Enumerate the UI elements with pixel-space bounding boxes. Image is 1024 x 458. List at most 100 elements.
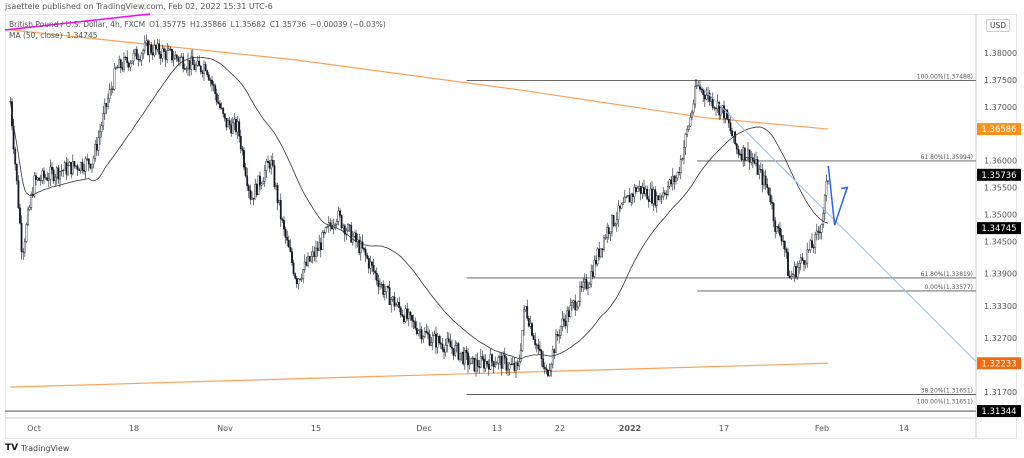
candle-body <box>151 52 154 56</box>
ma-indicator-name[interactable]: MA (50, close) <box>9 31 63 40</box>
candle <box>81 158 84 174</box>
candle-body <box>484 361 487 369</box>
candle-body <box>631 193 634 198</box>
candle <box>726 109 729 121</box>
high-value: H1.35866 <box>190 20 227 29</box>
candle <box>475 353 477 377</box>
candle-body <box>204 64 207 71</box>
fib-level-label: 100.00%(1.37488) <box>917 74 973 81</box>
candle-body <box>439 342 442 345</box>
candle <box>444 338 447 357</box>
candle <box>491 353 493 367</box>
candle-body <box>702 89 705 96</box>
candle-body <box>660 196 663 198</box>
candle-body <box>715 107 717 109</box>
candle-body <box>255 183 258 196</box>
candle-body <box>219 103 221 109</box>
candle <box>671 168 674 191</box>
candle-body <box>246 175 249 187</box>
candle <box>380 282 383 289</box>
candle-body <box>657 195 660 200</box>
candle <box>747 142 749 161</box>
candle <box>310 251 313 263</box>
candle-body <box>185 68 188 70</box>
candle-body <box>607 227 610 234</box>
candle <box>734 130 737 146</box>
candle-body <box>655 195 658 206</box>
currency-button[interactable]: USD <box>986 19 1011 32</box>
candle-body <box>819 232 821 234</box>
candle-body <box>67 165 69 175</box>
candle <box>393 291 396 311</box>
candle-body <box>548 370 551 376</box>
candle-body <box>823 195 826 214</box>
candle <box>603 234 605 252</box>
candle-body <box>620 203 623 209</box>
candle <box>412 314 415 330</box>
candle <box>188 60 191 77</box>
candle <box>751 152 754 169</box>
candle <box>478 359 481 374</box>
candle-body <box>275 185 277 188</box>
candle-body <box>495 362 498 365</box>
candle <box>529 315 532 329</box>
candle-body <box>207 74 210 81</box>
candle <box>443 347 445 360</box>
candle-body <box>423 331 426 337</box>
candle <box>105 102 108 115</box>
candle-body <box>84 158 87 172</box>
candle <box>361 234 364 250</box>
candle-body <box>415 328 418 334</box>
candle-body <box>633 187 636 198</box>
price-label: 1.35736 <box>981 171 1016 181</box>
candle <box>646 185 649 200</box>
candle <box>273 159 276 190</box>
candle <box>803 259 805 272</box>
candle <box>252 197 255 206</box>
candle-body <box>177 57 180 62</box>
candle <box>185 66 188 73</box>
candle <box>175 53 178 62</box>
candle <box>497 355 500 370</box>
candle-body <box>180 56 183 58</box>
candle-body <box>603 237 605 251</box>
candle-body <box>604 237 607 239</box>
candle <box>41 168 44 184</box>
candle <box>206 69 209 78</box>
publisher-caption: jsaettele published on TradingView.com, … <box>5 2 273 11</box>
candle <box>620 202 623 209</box>
candle <box>591 264 594 280</box>
candle <box>663 190 666 196</box>
candle-body <box>644 188 647 194</box>
candle-body <box>764 175 767 185</box>
candle-body <box>516 362 519 367</box>
candle <box>582 277 585 292</box>
candle <box>119 58 122 74</box>
candle-body <box>622 202 625 205</box>
candle <box>54 173 57 187</box>
candle <box>247 183 250 199</box>
candle-body <box>515 362 517 371</box>
candle-body <box>636 187 639 192</box>
candle-body <box>249 190 252 200</box>
candle-body <box>87 158 90 165</box>
candle <box>316 240 319 257</box>
candle <box>401 309 404 318</box>
candle-body <box>619 205 621 209</box>
candle <box>543 362 546 375</box>
candle-body <box>76 165 79 170</box>
candle-body <box>775 226 778 232</box>
candle <box>159 51 162 65</box>
candle-body <box>793 266 796 275</box>
candle <box>571 299 573 311</box>
candle-body <box>374 271 377 274</box>
candle-body <box>799 257 802 264</box>
candle <box>499 351 501 366</box>
candle-body <box>156 43 159 50</box>
symbol-name[interactable]: British Pound / U.S. Dollar, 4h, FXCM <box>9 20 146 29</box>
candle <box>131 60 133 64</box>
candle-body <box>481 356 484 360</box>
candle <box>166 42 169 64</box>
candle-body <box>561 318 564 327</box>
